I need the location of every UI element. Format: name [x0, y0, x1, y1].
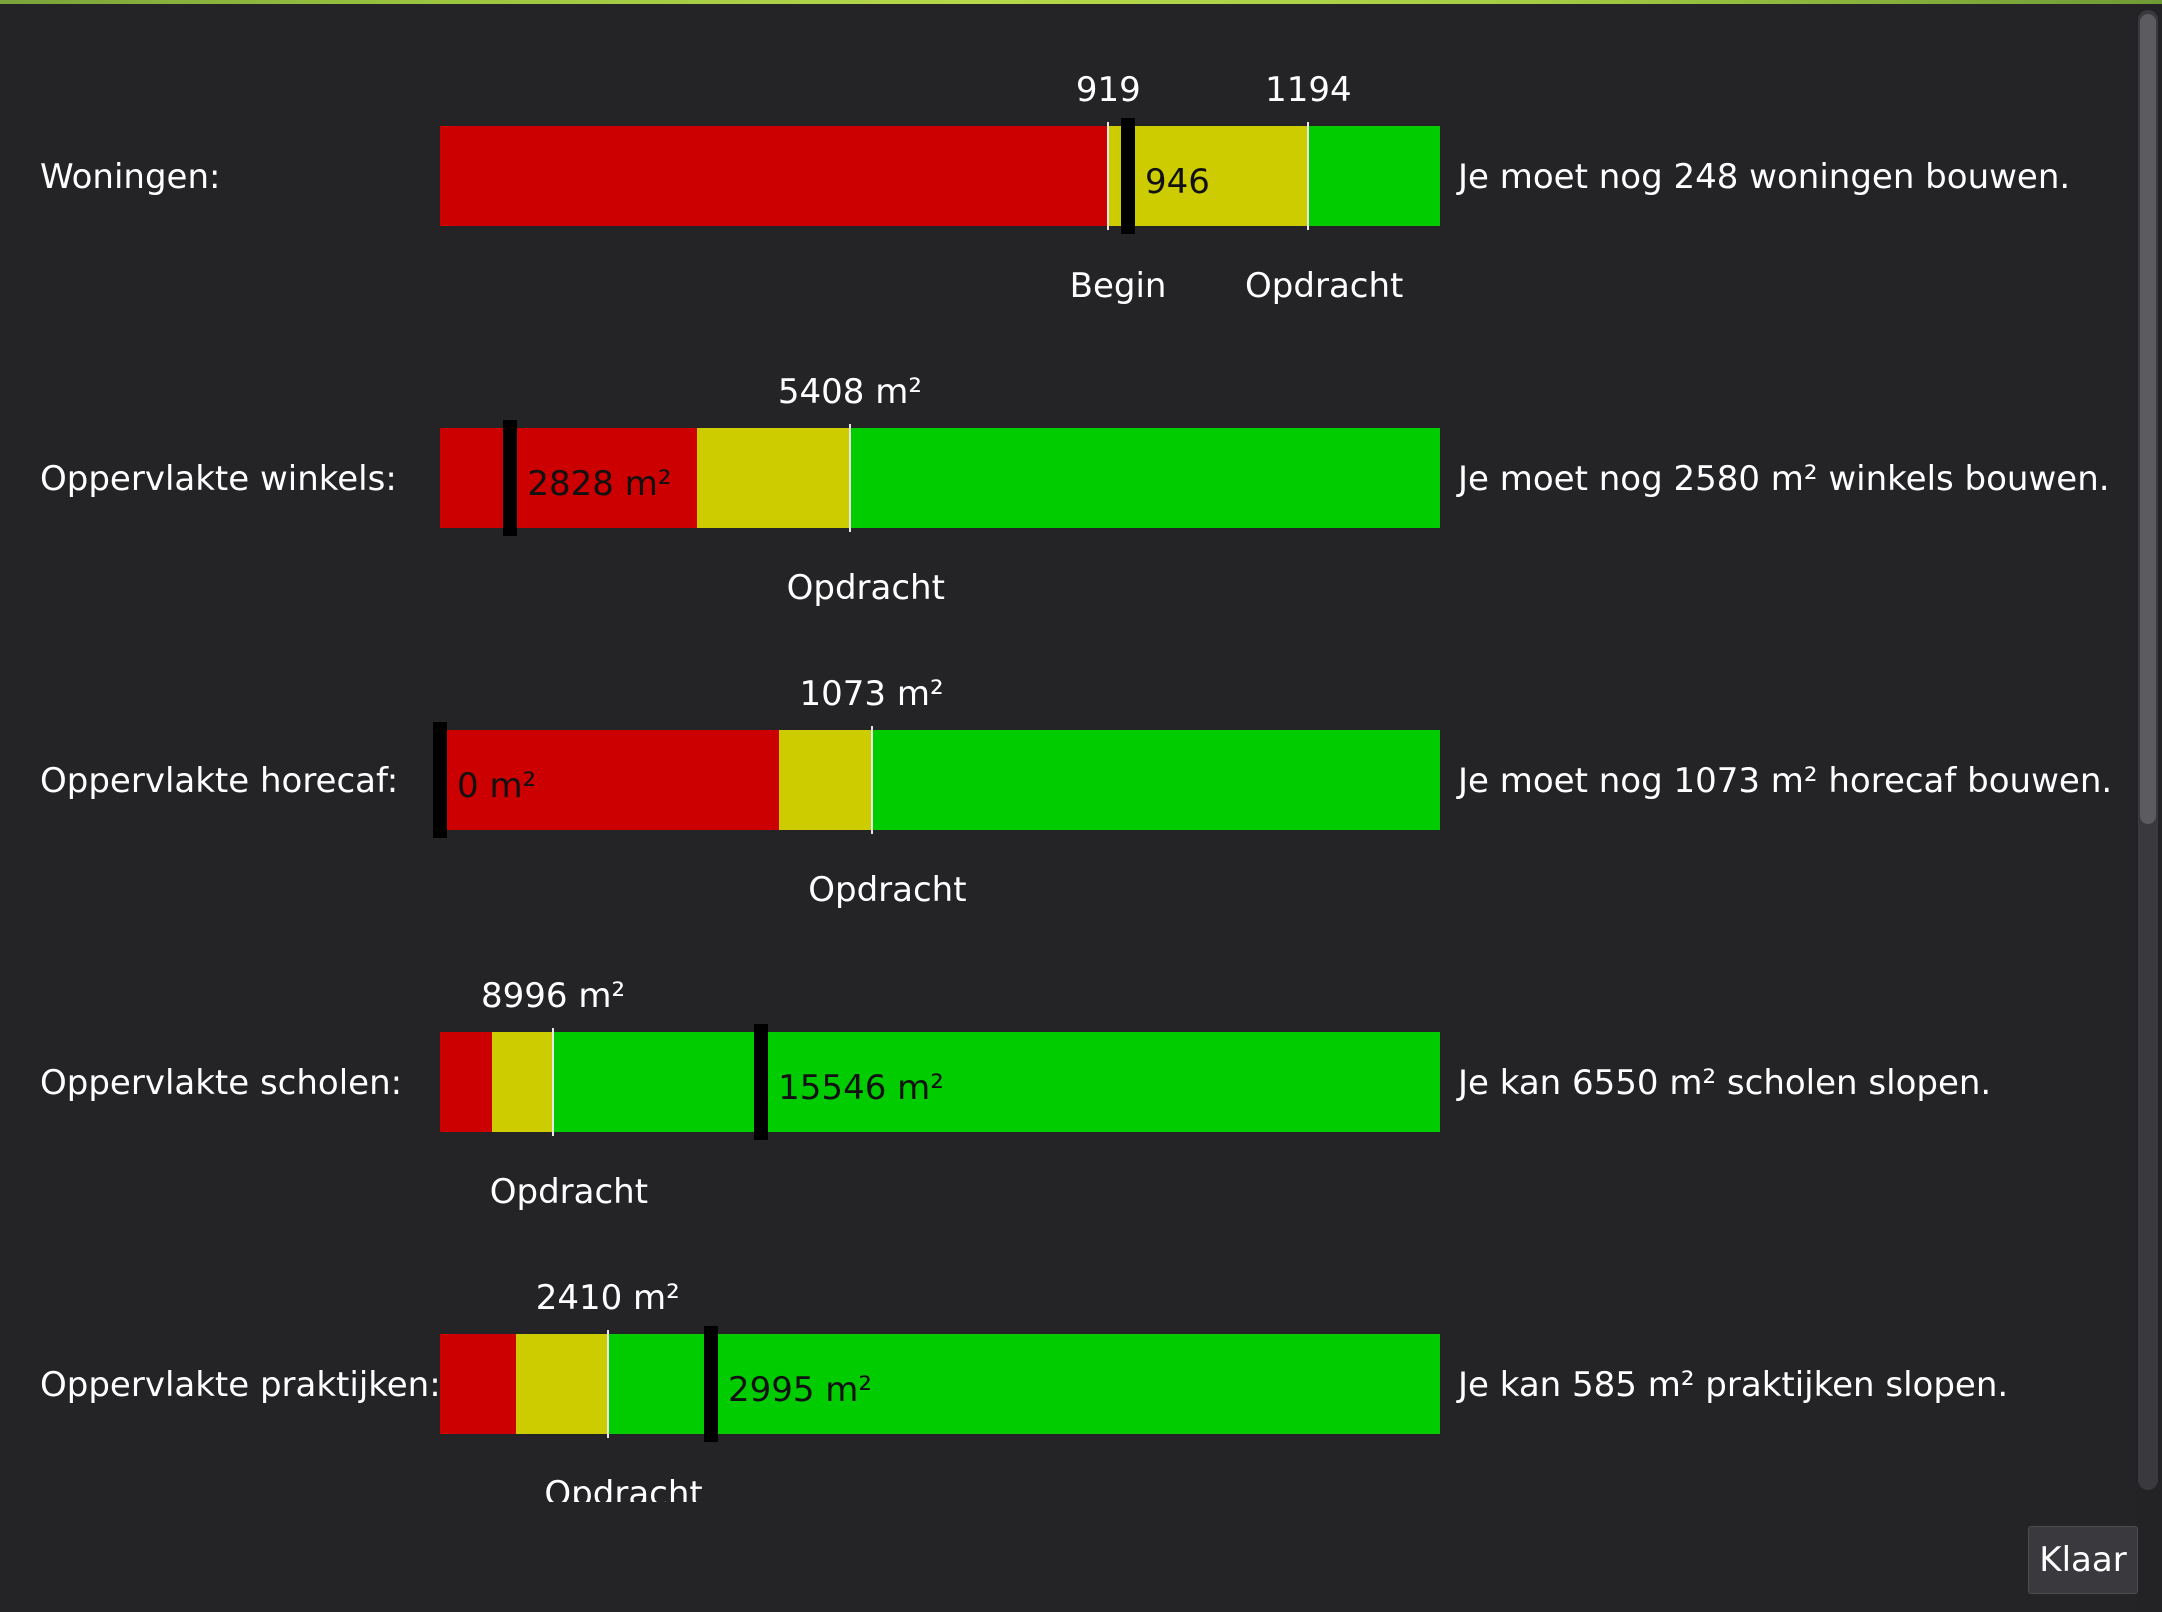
red-segment: [440, 428, 697, 528]
indicator-label: Oppervlakte horecaf:: [40, 761, 399, 801]
tick-mark: [552, 1028, 555, 1136]
red-segment: [440, 1334, 517, 1434]
current-value-marker: [433, 722, 447, 838]
progress-bar: 2410 m² Opdracht 2995 m²: [440, 1278, 1440, 1514]
green-segment: [871, 730, 1440, 830]
tick-mark: [1307, 122, 1310, 230]
tick-bottom-label: Opdracht: [808, 870, 967, 910]
yellow-segment: [1108, 126, 1309, 226]
indicator-label: Oppervlakte praktijken:: [40, 1365, 441, 1405]
yellow-segment: [779, 730, 872, 830]
current-value-marker: [754, 1024, 769, 1140]
progress-bar: 5408 m² Opdracht 2828 m²: [440, 372, 1440, 608]
progress-bar: 8996 m² Opdracht 15546 m²: [440, 976, 1440, 1212]
indicator-message: Je moet nog 248 woningen bouwen.: [1458, 157, 2071, 197]
current-value-label: 0 m²: [457, 766, 537, 806]
current-value-marker: [1121, 118, 1135, 234]
current-value-label: 946: [1145, 162, 1210, 202]
current-value-label: 2828 m²: [527, 464, 672, 504]
panel-footer: [0, 1502, 2135, 1612]
tick-top-label: 1194: [1265, 70, 1352, 110]
green-segment: [849, 428, 1440, 528]
red-segment: [440, 126, 1109, 226]
progress-bar: 919 Begin 1194 Opdracht 946: [440, 70, 1440, 306]
scrollbar-thumb[interactable]: [2140, 14, 2156, 824]
indicator-row-praktijken: Oppervlakte praktijken: 2410 m² Opdracht 29…: [0, 1212, 2135, 1514]
tick-mark: [606, 1330, 609, 1438]
tick-top-label: 5408 m²: [777, 372, 922, 412]
indicator-message: Je moet nog 1073 m² horecaf bouwen.: [1458, 761, 2113, 801]
indicator-label: Oppervlakte winkels:: [40, 459, 397, 499]
yellow-segment: [516, 1334, 608, 1434]
tick-mark: [870, 726, 873, 834]
map-background-strip: [0, 0, 2162, 4]
green-segment: [553, 1032, 1440, 1132]
tick-bottom-label: Begin: [1069, 266, 1167, 306]
green-segment: [607, 1334, 1440, 1434]
indicator-message: Je kan 6550 m² scholen slopen.: [1458, 1063, 1992, 1103]
progress-bar: 1073 m² Opdracht 0 m²: [433, 674, 1440, 910]
red-segment: [440, 1032, 493, 1132]
yellow-segment: [492, 1032, 554, 1132]
indicator-message: Je moet nog 2580 m² winkels bouwen.: [1458, 459, 2110, 499]
tick-top-label: 8996 m²: [481, 976, 626, 1016]
indicator-message: Je kan 585 m² praktijken slopen.: [1458, 1365, 2009, 1405]
indicator-row-winkels: Oppervlakte winkels: 5408 m² Opdracht 2828 …: [0, 306, 2135, 608]
klaar-button[interactable]: Klaar: [2028, 1526, 2138, 1594]
indicator-row-horecaf: Oppervlakte horecaf: 1073 m² Opdracht 0 m² J…: [0, 608, 2135, 910]
green-segment: [1308, 126, 1440, 226]
current-value-label: 2995 m²: [727, 1370, 873, 1410]
tick-bottom-label: Opdracht: [786, 568, 945, 608]
tick-bottom-label: Opdracht: [1245, 266, 1404, 306]
red-segment: [440, 730, 780, 830]
current-value-marker: [503, 420, 518, 536]
tick-top-label: 1073 m²: [799, 674, 944, 714]
tick-bottom-label: Opdracht: [489, 1172, 649, 1212]
tick-top-label: 919: [1075, 70, 1141, 110]
current-value-label: 15546 m²: [778, 1068, 944, 1108]
yellow-segment: [696, 428, 850, 528]
indicator-row-woningen: Woningen: 919 Begin 1194 Opdracht 946 Je moet …: [0, 4, 2135, 306]
current-value-marker: [703, 1326, 718, 1442]
indicator-panel: Woningen: 919 Begin 1194 Opdracht 946 Je moet …: [0, 4, 2135, 1612]
tick-mark: [848, 424, 851, 532]
tick-mark: [1107, 122, 1110, 230]
indicator-row-scholen: Oppervlakte scholen: 8996 m² Opdracht 15546…: [0, 910, 2135, 1212]
indicator-label: Oppervlakte scholen:: [40, 1063, 403, 1103]
tick-top-label: 2410 m²: [535, 1278, 680, 1318]
indicator-label: Woningen:: [40, 157, 221, 197]
